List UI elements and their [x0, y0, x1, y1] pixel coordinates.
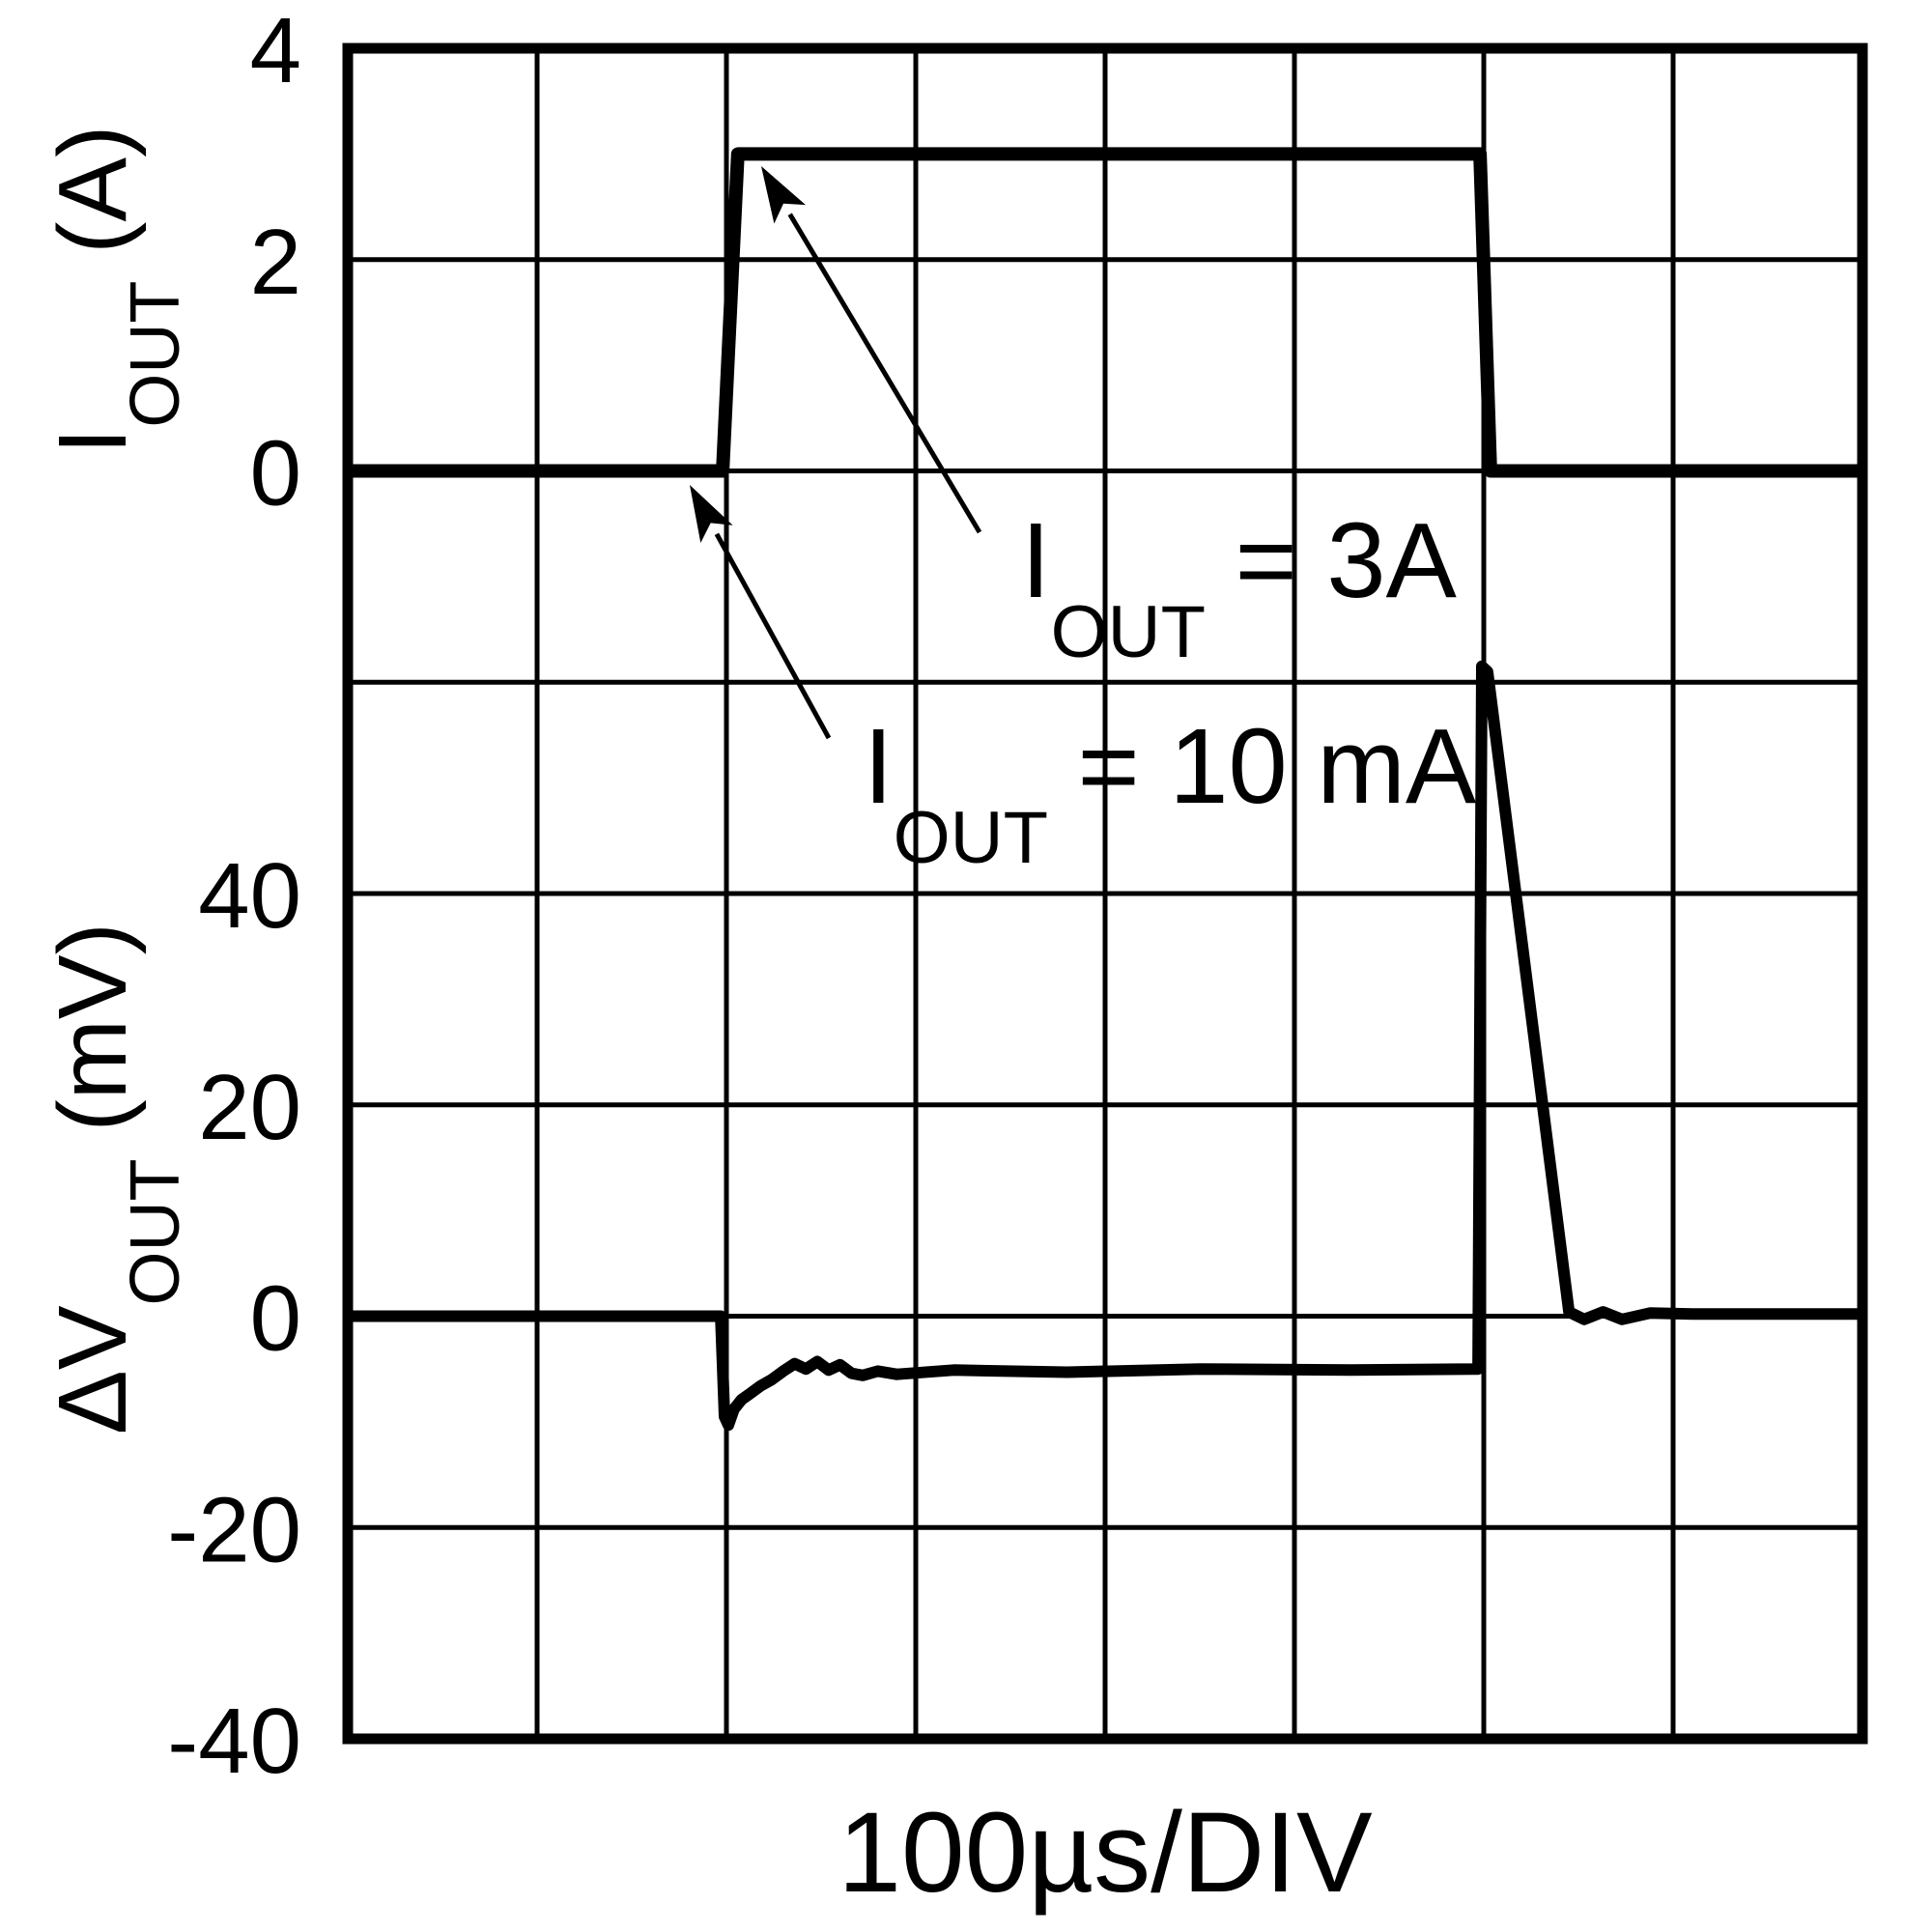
y-axis-label-iout: IOUT (A): [39, 126, 194, 455]
annotation-arrowhead-iout-10ma: [690, 485, 733, 543]
graticule-grid: [342, 43, 1868, 1745]
annotations: IOUT = 3A IOUT = 10 mA: [690, 166, 1477, 879]
annotation-arrowhead-iout-3a: [761, 166, 806, 224]
plot-border: [342, 43, 1868, 1745]
annotation-text-iout-10ma: IOUT = 10 mA: [864, 707, 1477, 879]
tick-label-vout-40: 40: [198, 844, 301, 948]
trace-iout: [348, 147, 1862, 478]
annotation-arrow-line-iout-3a: [787, 213, 982, 534]
tick-label-iout-0: 0: [250, 422, 301, 526]
tick-label-vout-0: 0: [250, 1267, 301, 1371]
annotation-arrow-line-iout-10ma: [714, 532, 832, 740]
annotation-text-iout-3a: IOUT = 3A: [1021, 501, 1458, 673]
y-axis-labels: IOUT (A) ΔVOUT (mV): [39, 126, 194, 1435]
tick-label-iout-2: 2: [250, 211, 301, 314]
tick-label-vout--20: -20: [167, 1478, 301, 1581]
tick-label-iout-4: 4: [250, 0, 301, 102]
tick-label-vout--40: -40: [167, 1690, 301, 1793]
traces: [348, 147, 1862, 1432]
tick-label-vout-20: 20: [198, 1056, 301, 1159]
trace-vout: [348, 660, 1862, 1432]
y-axis-label-vout: ΔVOUT (mV): [39, 923, 194, 1435]
x-axis-label: 100µs/DIV: [838, 1789, 1373, 1917]
